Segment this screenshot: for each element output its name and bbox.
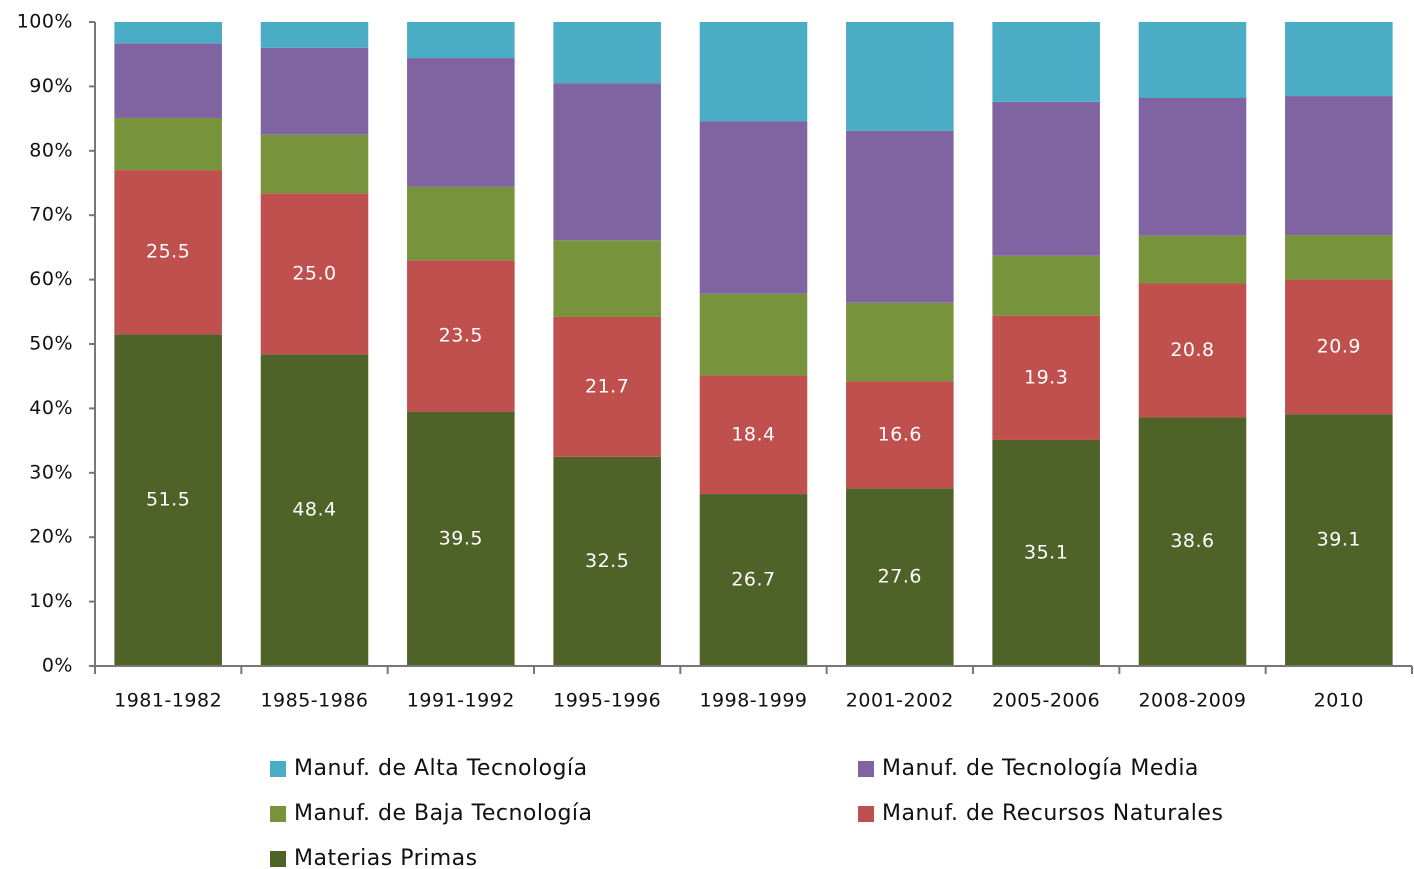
bar-segment (1285, 96, 1393, 236)
y-tick-label: 80% (29, 139, 73, 161)
y-tick-label: 20% (29, 526, 73, 548)
bar-segment (407, 260, 515, 412)
bar-segment (992, 439, 1100, 666)
bar-segment (260, 22, 369, 48)
bar-segment (846, 130, 954, 303)
legend-label: Manuf. de Recursos Naturales (882, 801, 1223, 826)
bar-segment (553, 316, 661, 457)
legend-swatch (858, 806, 874, 822)
legend-label: Materias Primas (294, 846, 478, 869)
data-label: 19.3 (1024, 366, 1068, 388)
bar-segment (846, 302, 954, 382)
y-tick-label: 50% (29, 333, 73, 355)
bar-segment (992, 255, 1100, 316)
bar-segment (114, 170, 222, 335)
bar-segment (260, 134, 369, 194)
x-tick-label: 1998-1999 (699, 690, 807, 712)
x-tick-label: 2008-2009 (1138, 690, 1246, 712)
x-tick-label: 1995-1996 (553, 690, 661, 712)
bar-segment (114, 117, 222, 171)
y-tick-label: 70% (29, 204, 73, 226)
bar-segment (260, 193, 369, 355)
y-tick-label: 90% (29, 75, 73, 97)
bar-segment (1138, 283, 1247, 418)
legend-label: Manuf. de Alta Tecnología (294, 756, 588, 781)
data-label: 25.0 (292, 262, 336, 284)
x-tick-label: 2001-2002 (846, 690, 954, 712)
bar-segment (992, 101, 1100, 256)
bar-segment (553, 83, 661, 241)
data-label: 26.7 (731, 569, 775, 591)
y-tick-label: 60% (29, 268, 73, 290)
legend-label: Manuf. de Tecnología Media (882, 756, 1199, 781)
bar-segment (553, 22, 661, 84)
bar-segment (407, 411, 515, 666)
bar-segment (1285, 22, 1393, 97)
bar-segment (1285, 235, 1393, 280)
x-tick-label: 1981-1982 (114, 690, 222, 712)
y-tick-label: 100% (17, 11, 73, 33)
bar-segment (846, 381, 954, 489)
x-tick-label: 2005-2006 (992, 690, 1100, 712)
legend-swatch (270, 806, 286, 822)
bar-segment (407, 58, 515, 187)
bar-segment (260, 47, 369, 135)
bar-segment (553, 456, 661, 666)
legend-swatch (270, 761, 286, 777)
data-label: 16.6 (878, 423, 922, 445)
bar-segment (846, 488, 954, 666)
bar-segment (699, 121, 808, 294)
y-tick-label: 0% (42, 655, 73, 677)
x-tick-label: 2010 (1314, 690, 1364, 712)
legend-label: Manuf. de Baja Tecnología (294, 801, 593, 826)
bar-segment (699, 22, 808, 122)
data-label: 20.8 (1170, 339, 1214, 361)
data-label: 23.5 (439, 324, 483, 346)
data-label: 21.7 (585, 375, 629, 397)
bar-segment (1285, 414, 1393, 666)
data-label: 39.1 (1317, 529, 1361, 551)
bar-segment (699, 494, 808, 666)
x-tick-label: 1991-1992 (407, 690, 515, 712)
bar-segment (992, 22, 1100, 102)
data-label: 27.6 (878, 566, 922, 588)
data-label: 32.5 (585, 550, 629, 572)
x-tick-label: 1985-1986 (260, 690, 368, 712)
bar-segment (1285, 279, 1393, 415)
bar-segment (407, 186, 515, 261)
bar-segment (1138, 235, 1247, 284)
bar-segment (114, 334, 222, 666)
data-label: 48.4 (292, 499, 336, 521)
bar-segment (260, 354, 369, 666)
bar-segment (1138, 22, 1247, 98)
data-label: 39.5 (439, 527, 483, 549)
legend-swatch (270, 851, 286, 867)
data-label: 51.5 (146, 489, 190, 511)
data-label: 20.9 (1317, 335, 1361, 357)
y-tick-label: 40% (29, 397, 73, 419)
y-tick-label: 30% (29, 461, 73, 483)
y-tick-label: 10% (29, 590, 73, 612)
bar-segment (1138, 97, 1247, 236)
data-label: 18.4 (731, 423, 775, 445)
bar-segment (992, 315, 1100, 440)
bar-segment (699, 293, 808, 376)
bar-segment (114, 43, 222, 118)
bar-segment (699, 375, 808, 495)
legend-swatch (858, 761, 874, 777)
bar-segment (846, 22, 954, 131)
data-label: 25.5 (146, 241, 190, 263)
bar-segment (553, 240, 661, 317)
bar-segment (114, 22, 222, 44)
bar-segment (407, 22, 515, 59)
data-label: 38.6 (1170, 530, 1214, 552)
bar-segment (1138, 417, 1247, 666)
data-label: 35.1 (1024, 541, 1068, 563)
